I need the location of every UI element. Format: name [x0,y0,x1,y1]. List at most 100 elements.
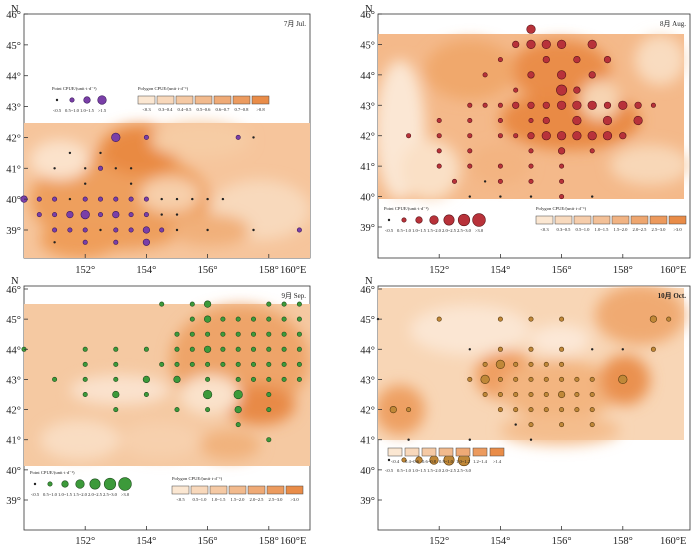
point-legend-label: 2.0~2.5 [442,468,457,473]
cpue-point [160,213,163,216]
legend-aug: Point CPUE/(unit·t·d⁻¹)<0.5 0.5~1.0 1.0~1.… [384,206,687,233]
cpue-point [514,423,517,426]
cpue-point [618,100,628,110]
polygon-legend-label: 1.5~2.0 [231,497,246,502]
cpue-point [142,238,150,246]
cpue-point [497,178,503,184]
polygon-legend-swatch [438,447,454,457]
cpue-point [528,316,534,322]
point-legend-title: Point CPUE/(unit·t·d⁻¹) [30,470,75,475]
point-legend-label: 0.5~1.0 [397,228,412,233]
polygon-legend-swatch [472,447,488,457]
cpue-point [572,131,582,141]
y-tick-label: 40° [360,466,375,477]
cpue-point [266,376,272,382]
cpue-point [266,437,272,443]
cpue-point [467,163,473,169]
cpue-point [251,316,257,322]
cpue-point [251,346,257,352]
polygon-legend-swatch [209,485,228,495]
cpue-point [591,348,594,351]
polygon-legend-swatch [232,95,251,105]
polygon-legend-label: >0.8 [256,107,265,112]
x-tick-label: 152° [75,536,95,546]
cpue-point [205,407,211,413]
axis-north-label: N [365,276,373,287]
x-tick-label: 152° [75,265,95,276]
cpue-contours [378,35,690,200]
cpue-point [436,118,442,124]
polygon-legend-swatch [213,95,232,105]
cpue-point [111,132,121,142]
cpue-point [143,391,149,397]
cpue-point [66,211,74,219]
cpue-point [235,346,241,352]
polygon-legend-swatch [137,95,156,105]
cpue-point [266,391,272,397]
cpue-point [528,163,534,169]
polygon-legend-label: 1.2~1.4 [473,459,488,464]
cpue-point [572,100,582,110]
cpue-point [220,316,226,322]
cpue-point [114,167,118,170]
cpue-point [467,376,473,382]
cpue-point [542,101,550,109]
cpue-point [82,391,88,397]
cpue-point [36,196,42,202]
point-legend-label: 1.5~2.0 [73,492,88,497]
polygon-legend-label: 0.5~0.6 [197,107,212,112]
cpue-point [266,346,272,352]
cpue-point [221,197,225,201]
cpue-point [296,227,302,233]
cpue-point [497,391,503,397]
cpue-point [556,131,567,141]
cpue-point [603,55,612,64]
cpue-point [235,316,241,322]
cpue-point [159,301,165,307]
point-legend-symbol [443,214,455,226]
point-legend-symbol [401,217,407,223]
polygon-legend-swatch [649,215,668,225]
x-axis-east-label: 160°E [660,536,686,546]
y-tick-label: 44° [360,71,375,82]
point-legend-label: 0.5~1.0 [43,492,58,497]
polygon-legend-swatch [421,447,437,457]
x-axis-east-label: 160°E [660,265,686,276]
y-tick-label: 44° [6,72,21,83]
cpue-point [541,131,551,141]
y-tick-label: 39° [6,496,21,507]
y-tick-label: 42° [360,132,375,143]
cpue-point [52,212,58,218]
point-legend-label: >3.0 [121,492,130,497]
x-tick-label: 156° [198,536,218,546]
cpue-point [556,70,567,80]
x-tick-label: 154° [490,536,510,546]
x-tick-label: 158° [259,265,279,276]
polygon-legend-label: <0.3 [540,227,549,232]
cpue-point [650,346,656,352]
cpue-point [251,331,257,337]
y-tick-label: 41° [360,436,375,447]
polygon-legend-swatch [489,447,505,457]
cpue-point [482,102,488,108]
cpue-point [296,361,302,367]
cpue-point [468,195,471,198]
cpue-point [175,213,179,216]
cpue-point [650,102,656,108]
legend-sep: Point CPUE/(unit·t·d⁻¹)<0.5 0.5~1.0 1.0~1.… [30,470,304,502]
cpue-point [389,406,397,414]
x-axis-east-label: 160°E [280,536,306,546]
cpue-point [574,376,580,382]
polygon-legend-label: >3.0 [290,497,299,502]
point-legend-symbol [415,456,423,464]
point-legend-symbol [33,482,37,486]
cpue-point [205,361,211,367]
y-tick-label: 43° [360,101,375,112]
y-tick-label: 39° [360,496,375,507]
x-tick-label: 154° [136,536,156,546]
cpue-point [618,374,628,385]
cpue-point [129,182,133,185]
y-tick-label: 42° [360,406,375,417]
point-legend-label: 2.0~2.5 [88,492,103,497]
cpue-surface [378,34,690,200]
